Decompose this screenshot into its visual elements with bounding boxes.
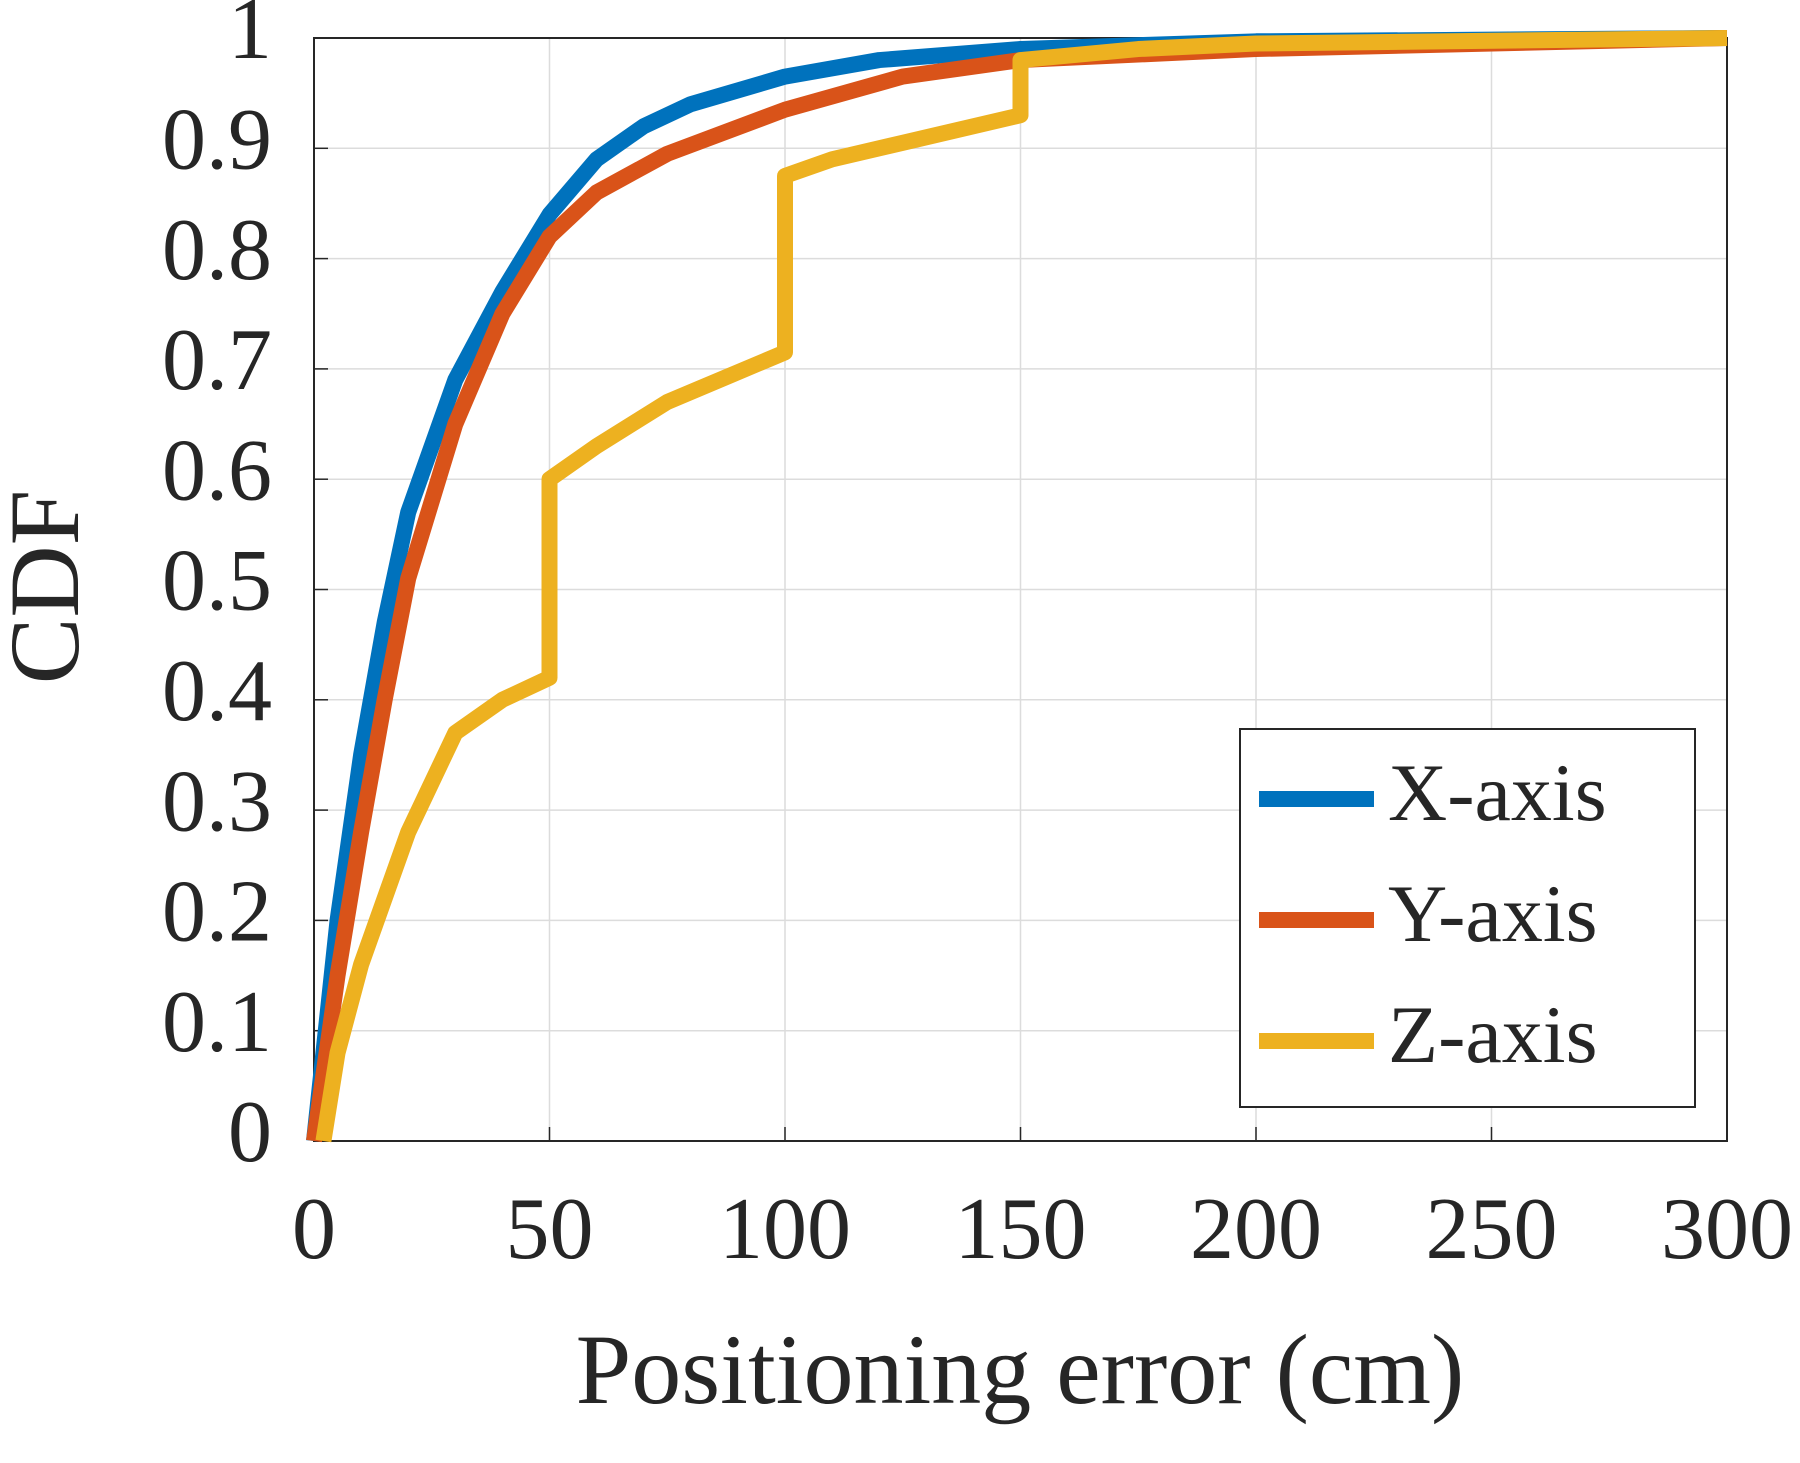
y-tick-label: 0.4 (162, 643, 272, 740)
line-series (306, 30, 1728, 1142)
x-tick-label: 50 (506, 1181, 594, 1278)
y-tick-label: 0.9 (162, 91, 272, 188)
legend-label: Z-axis (1388, 989, 1597, 1080)
y-tick-label: 0.5 (162, 533, 272, 630)
line-series (306, 30, 1728, 1143)
y-tick-label: 0 (228, 1084, 272, 1181)
x-tick-label: 300 (1661, 1181, 1793, 1278)
axes-box (313, 37, 1728, 1142)
x-tick-label: 0 (292, 1181, 336, 1278)
x-tick-label: 250 (1426, 1181, 1558, 1278)
legend-label: X-axis (1388, 747, 1607, 838)
y-tick-label: 0.8 (162, 202, 272, 299)
x-tick-label: 150 (955, 1181, 1087, 1278)
x-tick-label: 200 (1190, 1181, 1322, 1278)
x-tick-label: 100 (719, 1181, 851, 1278)
legend-label: Y-axis (1388, 868, 1598, 959)
y-tick-label: 0.3 (162, 753, 272, 850)
y-tick-label: 1 (228, 0, 272, 78)
line-series (315, 30, 1728, 1143)
y-tick-label: 0.1 (162, 974, 272, 1071)
y-tick-label: 0.6 (162, 422, 272, 519)
x-axis-label: Positioning error (cm) (576, 1314, 1465, 1425)
y-tick-label: 0.7 (162, 312, 272, 409)
y-tick-label: 0.2 (162, 864, 272, 961)
y-axis-label: CDF (0, 490, 100, 685)
